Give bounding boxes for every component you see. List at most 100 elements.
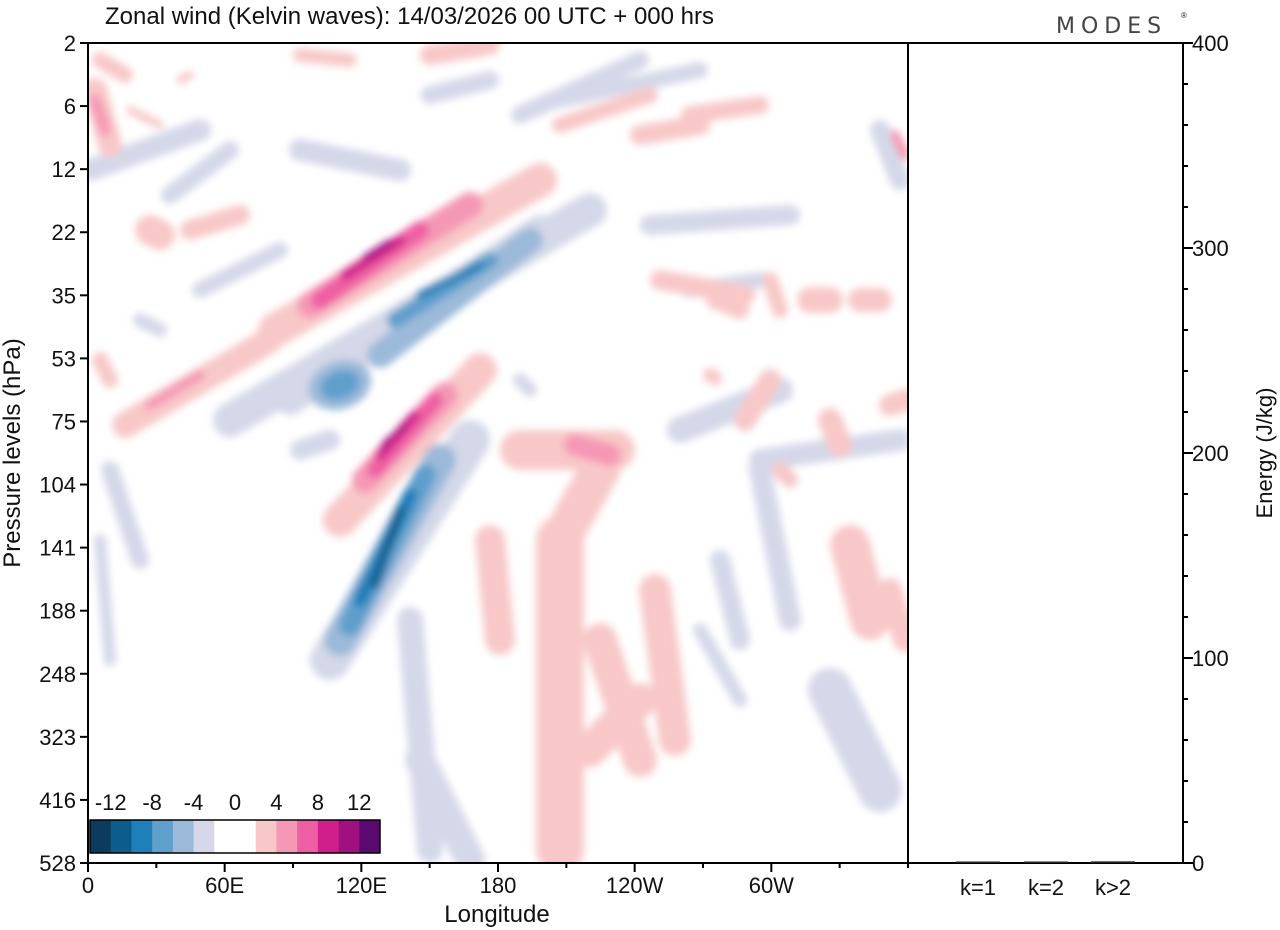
pressure-axis: 2 6 12 22 35 53 75 104 141 188 248 323 416 528: [39, 31, 88, 876]
energy-tick-label: 300: [1192, 236, 1229, 261]
contour-band: [421, 71, 499, 104]
contour-band: [192, 242, 288, 298]
contour-band: [362, 239, 393, 261]
contour-band: [475, 525, 515, 655]
colorbar-swatch: [338, 820, 360, 853]
y-tick-label: 323: [39, 725, 76, 750]
x-axis-label: Longitude: [444, 901, 549, 928]
contour-band: [573, 683, 657, 767]
contour-field: [88, 43, 908, 863]
contour-band: [830, 525, 890, 640]
contour-band: [126, 106, 164, 129]
energy-tick-label: 0: [1192, 851, 1204, 876]
contour-band: [290, 430, 340, 460]
colorbar-label: 0: [229, 790, 241, 815]
contour-band: [818, 408, 852, 457]
energy-axis-label: Energy (J/kg): [1252, 388, 1277, 519]
colorbar-label: -12: [95, 790, 127, 815]
y-tick-label: 248: [39, 662, 76, 687]
energy-bar-1: [956, 861, 1000, 863]
contour-band: [133, 313, 167, 337]
contour-band: [89, 94, 111, 136]
x-tick-label: 120W: [606, 873, 664, 898]
y-tick-label: 416: [39, 788, 76, 813]
x-tick-label: 0: [82, 873, 94, 898]
colorbar-label: 4: [270, 790, 282, 815]
y-tick-label: 53: [52, 346, 76, 371]
colorbar: -12 -8 -4 0 4 8 12: [89, 790, 381, 854]
x-tick-label: 120E: [336, 873, 387, 898]
contour-band: [135, 215, 175, 250]
contour-band: [870, 120, 908, 190]
contour-band: [397, 607, 443, 863]
contour-band: [762, 272, 788, 318]
y-tick-label: 104: [39, 473, 76, 498]
contour-band: [371, 506, 404, 589]
x-tick-label: 60W: [749, 873, 794, 898]
contour-band: [293, 48, 357, 67]
energy-bar-2: [1024, 861, 1068, 863]
contour-band: [94, 534, 116, 666]
y-tick-label: 528: [39, 851, 76, 876]
contour-band: [640, 205, 800, 235]
energy-tick-label: 200: [1192, 441, 1229, 466]
contour-band: [112, 327, 283, 438]
energy-panel-frame: [907, 42, 1184, 864]
y-tick-label: 12: [52, 157, 76, 182]
contour-band: [161, 141, 239, 204]
contour-band: [180, 205, 250, 240]
energy-bar-3: [1091, 861, 1135, 863]
y-tick-label: 75: [52, 409, 76, 434]
colorbar-swatch: [359, 820, 381, 853]
contour-band: [540, 450, 620, 560]
colorbar-swatch: [152, 820, 174, 853]
contour-band: [511, 51, 649, 124]
contour-band: [92, 352, 118, 388]
colorbar-swatch: [193, 820, 215, 853]
contour-band: [878, 578, 908, 652]
modes-logo: MODES: [1056, 14, 1167, 39]
y-axis-label: Pressure levels (hPa): [0, 338, 26, 567]
colorbar-swatch: [131, 820, 153, 853]
contour-band: [890, 130, 908, 160]
contour-band: [367, 227, 543, 368]
colorbar-swatch: [110, 820, 132, 853]
y-tick-label: 35: [52, 283, 76, 308]
x-tick-label: 180: [480, 873, 517, 898]
colorbar-label: -4: [184, 790, 204, 815]
contour-band: [650, 270, 755, 305]
contour-band: [101, 461, 149, 569]
contour-band: [772, 462, 798, 488]
contour-band: [706, 291, 749, 319]
contour-band: [639, 574, 691, 756]
longitude-axis: 0 60E 120E 180 120W 60W: [82, 863, 909, 898]
y-tick-label: 6: [64, 94, 76, 119]
contour-band: [92, 52, 133, 83]
contour-band: [749, 459, 801, 631]
y-tick-label: 22: [52, 220, 76, 245]
energy-category-label: k=1: [960, 875, 996, 900]
y-tick-label: 2: [64, 31, 76, 56]
contour-band: [710, 550, 750, 650]
colorbar-swatch: [172, 820, 194, 853]
contour-band: [320, 370, 360, 400]
contour-band: [380, 422, 408, 448]
contour-band: [703, 368, 722, 385]
energy-tick-label: 400: [1192, 31, 1229, 56]
contour-band: [734, 369, 781, 431]
y-tick-label: 141: [39, 536, 76, 561]
contour-band: [340, 235, 405, 280]
colorbar-swatch: [235, 820, 257, 853]
contour-band: [88, 119, 211, 181]
colorbar-swatch: [317, 820, 339, 853]
contour-band: [808, 668, 902, 812]
contour-band: [420, 43, 500, 65]
energy-tick-label: 100: [1192, 646, 1229, 671]
contour-band: [681, 96, 769, 124]
energy-category-label: k=2: [1028, 875, 1064, 900]
contour-band: [367, 392, 443, 478]
energy-axis: 0 100 200 300 400: [1183, 31, 1229, 876]
y-tick-label: 188: [39, 599, 76, 624]
contour-band: [552, 62, 708, 108]
